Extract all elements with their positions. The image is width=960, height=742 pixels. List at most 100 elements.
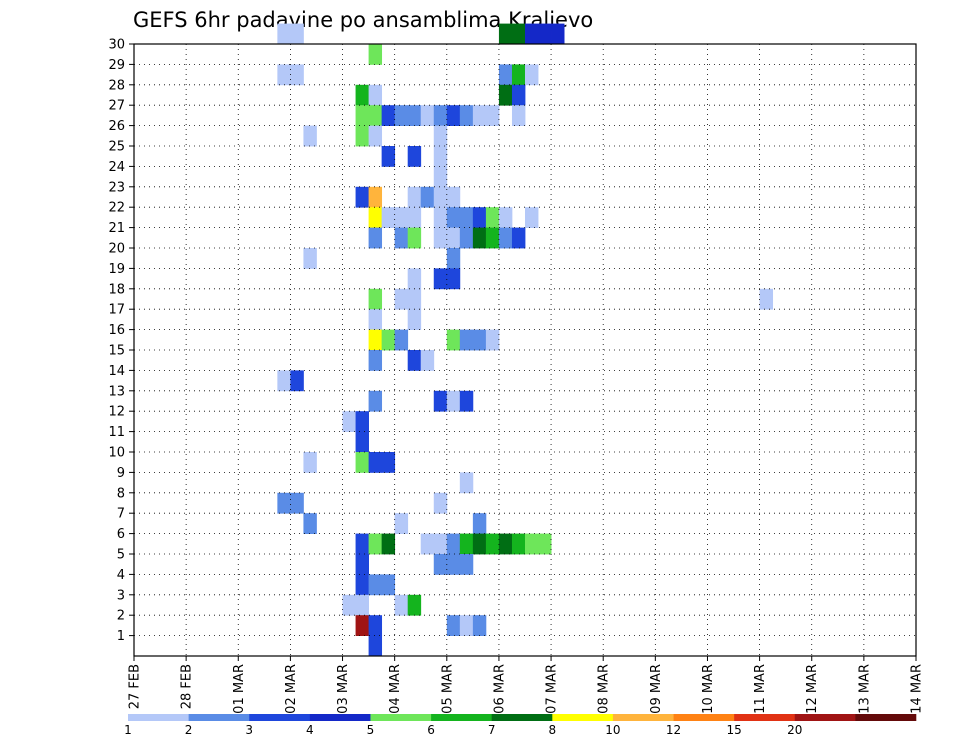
heatmap-cell (485, 227, 500, 249)
heatmap-cell (485, 207, 500, 228)
heatmap-cell (433, 390, 448, 412)
y-tick-label: 12 (108, 405, 125, 420)
y-tick-label: 21 (108, 221, 125, 236)
heatmap-cell (759, 288, 774, 310)
heatmap-cell (407, 309, 422, 330)
y-tick-label: 28 (108, 78, 125, 93)
heatmap-cell (511, 105, 526, 126)
x-tick-label: 28 FEB (180, 664, 195, 709)
colorbar-label: 15 (727, 723, 742, 737)
heatmap-cell (472, 533, 487, 555)
heatmap-cell (498, 533, 513, 555)
heatmap-cell (355, 615, 369, 636)
heatmap-cell (446, 186, 461, 208)
y-tick-label: 16 (108, 323, 125, 338)
x-tick-label: 14 MAR (910, 664, 925, 714)
colorbar-swatch (794, 714, 856, 721)
heatmap-cell (485, 105, 500, 126)
heatmap-cell (355, 411, 369, 432)
heatmap-cell (459, 615, 474, 636)
heatmap-cell (355, 186, 369, 208)
heatmap-cell (394, 513, 409, 534)
heatmap-cell (368, 452, 383, 473)
heatmap-cell (407, 268, 422, 290)
x-tick-label: 04 MAR (388, 664, 403, 714)
heatmap-cell (368, 329, 383, 351)
heatmap-cell (420, 350, 435, 371)
heatmap-cell (368, 309, 383, 330)
heatmap-cell (472, 227, 487, 249)
y-tick-label: 7 (117, 507, 125, 522)
heatmap-cell (368, 615, 383, 636)
colorbar-swatch (552, 714, 614, 721)
heatmap-cell (459, 390, 474, 412)
x-tick-label: 11 MAR (753, 664, 768, 714)
heatmap-cell (381, 574, 396, 596)
heatmap-cell (303, 125, 317, 147)
x-tick-label: 08 MAR (597, 664, 612, 714)
colorbar-swatch (855, 714, 917, 721)
heatmap-cell (420, 533, 435, 555)
heatmap-cell (368, 186, 383, 208)
y-tick-label: 10 (108, 446, 125, 461)
heatmap-cell (459, 329, 474, 351)
x-tick-label: 27 FEB (128, 664, 143, 709)
colorbar-label: 1 (124, 723, 132, 737)
heatmap-cell (368, 105, 383, 126)
heatmap-cell (446, 329, 461, 351)
heatmap-cell (368, 227, 383, 249)
heatmap-cell (355, 554, 369, 575)
heatmap-cell (498, 84, 513, 106)
heatmap-cell (433, 268, 448, 290)
colorbar-label: 8 (548, 723, 556, 737)
heatmap-cell (355, 431, 369, 453)
heatmap-cell (498, 64, 513, 86)
y-tick-label: 3 (117, 588, 125, 603)
heatmap-cell (407, 207, 422, 228)
colorbar-label: 12 (666, 723, 681, 737)
y-tick-label: 11 (108, 425, 125, 440)
heatmap-cell (407, 105, 422, 126)
colorbar-swatch (249, 714, 311, 721)
heatmap-cell (394, 207, 409, 228)
y-tick-label: 22 (108, 201, 125, 216)
colorbar-swatch (128, 714, 189, 721)
heatmap-cell (277, 23, 291, 45)
heatmap-cell (446, 554, 461, 575)
heatmap-cell (381, 146, 396, 167)
heatmap-cell (433, 125, 448, 147)
heatmap-cell (355, 105, 369, 126)
heatmap-cell (472, 105, 487, 126)
heatmap-cell (433, 492, 448, 514)
heatmap-cell (498, 227, 513, 249)
y-axis: 1234567891011121314151617181920212223242… (108, 38, 134, 644)
x-tick-label: 13 MAR (857, 664, 872, 714)
heatmap-cell (511, 23, 526, 45)
heatmap-cell (525, 533, 539, 555)
y-tick-label: 2 (117, 609, 125, 624)
heatmap-cell (511, 84, 526, 106)
heatmap-cell (433, 207, 448, 228)
y-tick-label: 26 (108, 119, 125, 134)
heatmap-cell (381, 533, 396, 555)
heatmap-cell (498, 23, 513, 45)
y-tick-label: 29 (108, 58, 125, 73)
colorbar-swatch (309, 714, 371, 721)
heatmap-cell (355, 125, 369, 147)
heatmap-cell (355, 452, 369, 473)
heatmap-cell (433, 105, 448, 126)
heatmap-cell (446, 533, 461, 555)
x-tick-label: 07 MAR (545, 664, 560, 714)
y-tick-label: 14 (108, 364, 125, 379)
heatmap-cell (538, 533, 552, 555)
colorbar-swatch (370, 714, 432, 721)
y-tick-label: 9 (117, 466, 125, 481)
heatmap-cell (394, 329, 409, 351)
colorbar-swatch (491, 714, 553, 721)
x-tick-label: 01 MAR (232, 664, 247, 714)
x-tick-label: 06 MAR (492, 664, 507, 714)
heatmap-cell (433, 554, 448, 575)
heatmap-cell (355, 594, 369, 616)
heatmap-cell (290, 64, 304, 86)
